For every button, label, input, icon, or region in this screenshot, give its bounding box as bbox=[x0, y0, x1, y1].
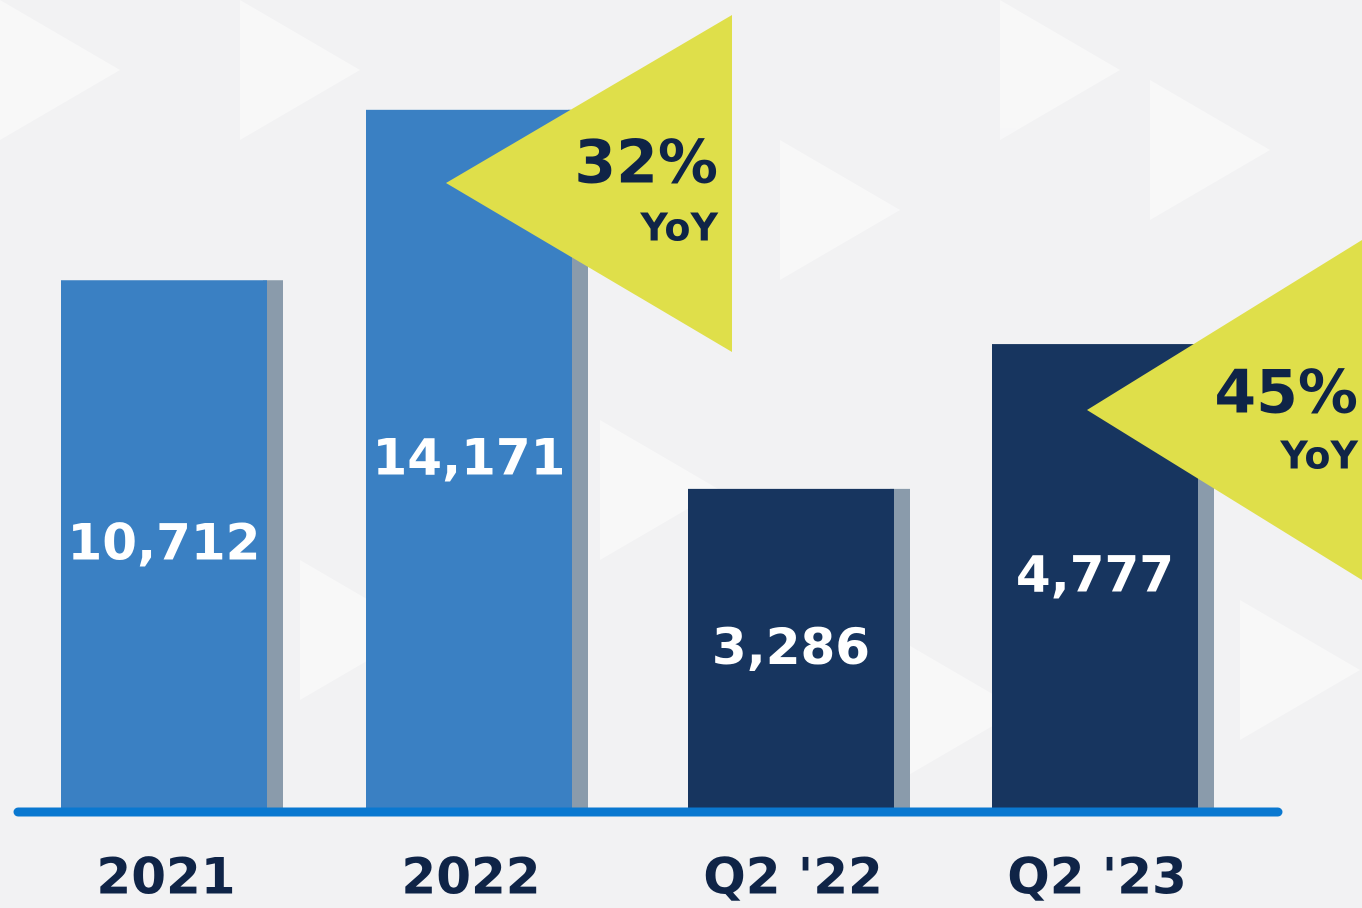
category-label: 2022 bbox=[401, 848, 540, 906]
bar bbox=[688, 488, 894, 808]
callout-triangle bbox=[446, 15, 732, 352]
value-label: 4,777 bbox=[1016, 546, 1174, 604]
category-label: Q2 '22 bbox=[703, 848, 883, 906]
annotation-sub: YoY bbox=[639, 206, 718, 250]
value-label: 10,712 bbox=[68, 514, 261, 572]
category-label: Q2 '23 bbox=[1007, 848, 1187, 906]
bar-shadow bbox=[890, 488, 910, 808]
callout-triangle bbox=[1087, 240, 1362, 580]
bar-shadow bbox=[263, 280, 283, 808]
bar bbox=[61, 280, 267, 808]
value-label: 14,171 bbox=[373, 428, 566, 486]
annotation-sub: YoY bbox=[1279, 434, 1358, 478]
bar-shadow bbox=[568, 109, 588, 808]
annotation: 32% bbox=[574, 128, 718, 198]
category-label: 2021 bbox=[96, 848, 235, 906]
annotation: 45% bbox=[1214, 358, 1358, 428]
value-label: 3,286 bbox=[712, 618, 870, 676]
